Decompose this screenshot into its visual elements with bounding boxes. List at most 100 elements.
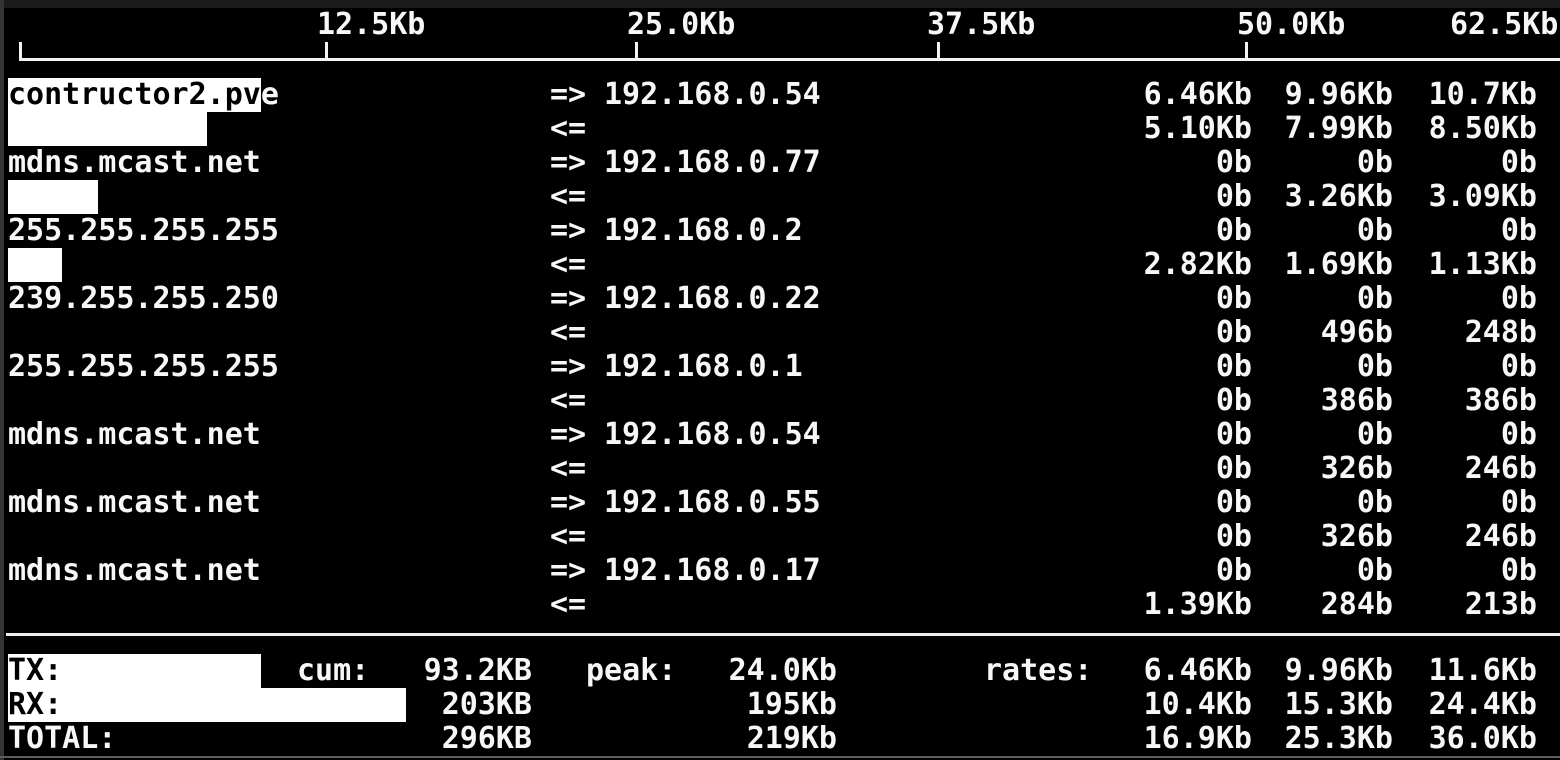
total-rate-40s-avg: 36.0Kb (1428, 721, 1537, 756)
remote-host: 192.168.0.54 (604, 417, 821, 452)
rate-2s-avg: 0b (1215, 179, 1252, 214)
window-bottom-edge (0, 756, 1560, 758)
rate-40s-avg: 246b (1464, 451, 1537, 486)
rate-40s-avg: 1.13Kb (1428, 247, 1537, 282)
local-host: mdns.mcast.net (8, 417, 261, 452)
connection-row: mdns.mcast.net => 192.168.0.17 0b 0b 0b (0, 554, 1560, 588)
total-label: TOTAL: (8, 721, 117, 756)
tx-bar (8, 654, 261, 688)
rate-2s-avg: 2.82Kb (1143, 247, 1252, 282)
rate-40s-avg: 10.7Kb (1428, 77, 1537, 112)
local-host: 255.255.255.255 (8, 213, 279, 248)
rate-40s-avg: 0b (1500, 417, 1537, 452)
peak-label: peak: (586, 653, 677, 688)
direction-arrow: => (550, 349, 587, 384)
connection-row: 239.255.255.250 => 192.168.0.22 0b 0b 0b (0, 282, 1560, 316)
rate-10s-avg: 386b (1320, 383, 1393, 418)
rate-40s-avg: 246b (1464, 519, 1537, 554)
rate-10s-avg: 1.69Kb (1284, 247, 1393, 282)
tx-rate-40s-avg: 11.6Kb (1428, 653, 1537, 688)
scale-tick (937, 42, 940, 61)
direction-arrow: <= (550, 179, 587, 214)
scale-label: 37.5Kb (927, 7, 1036, 42)
rate-2s-avg: 0b (1215, 485, 1252, 520)
rate-10s-avg: 0b (1356, 281, 1393, 316)
tx-cum-value: 93.2KB (423, 653, 532, 688)
scale-label: 50.0Kb (1237, 7, 1346, 42)
connection-row: mdns.mcast.net => 192.168.0.77 0b 0b 0b (0, 146, 1560, 180)
rate-10s-avg: 0b (1356, 213, 1393, 248)
rate-10s-avg: 7.99Kb (1284, 111, 1393, 146)
rate-2s-avg: 0b (1215, 417, 1252, 452)
window-top-edge (0, 0, 1560, 8)
direction-arrow: => (550, 213, 587, 248)
footer-separator (6, 633, 1560, 636)
remote-host: 192.168.0.55 (604, 485, 821, 520)
direction-arrow: => (550, 281, 587, 316)
connection-row: <= 2.82Kb 1.69Kb 1.13Kb (0, 248, 1560, 282)
rate-40s-avg: 3.09Kb (1428, 179, 1537, 214)
rates-label: rates: (984, 653, 1093, 688)
scale-label: 62.5Kb (1450, 7, 1559, 42)
direction-arrow: <= (550, 383, 587, 418)
direction-arrow: <= (550, 451, 587, 486)
local-host: mdns.mcast.net (8, 553, 261, 588)
rate-2s-avg: 6.46Kb (1143, 77, 1252, 112)
rate-2s-avg: 5.10Kb (1143, 111, 1252, 146)
rate-40s-avg: 0b (1500, 485, 1537, 520)
rx-bar (8, 688, 406, 722)
direction-arrow: => (550, 145, 587, 180)
footer-total-row: TOTAL: 296KB 219Kb 16.9Kb 25.3Kb 36.0Kb (0, 722, 1560, 756)
rate-10s-avg: 3.26Kb (1284, 179, 1393, 214)
rate-2s-avg: 0b (1215, 451, 1252, 486)
remote-host: 192.168.0.1 (604, 349, 803, 384)
rate-2s-avg: 0b (1215, 349, 1252, 384)
rx-rate-40s-avg: 24.4Kb (1428, 687, 1537, 722)
rate-40s-avg: 0b (1500, 553, 1537, 588)
rx-rate-2s-avg: 10.4Kb (1143, 687, 1252, 722)
rx-peak-value: 195Kb (746, 687, 837, 722)
scale-tick (635, 42, 638, 61)
rate-10s-avg: 9.96Kb (1284, 77, 1393, 112)
direction-arrow: => (550, 553, 587, 588)
direction-arrow: => (550, 417, 587, 452)
remote-host: 192.168.0.54 (604, 77, 821, 112)
connection-row: <= 0b 3.26Kb 3.09Kb (0, 180, 1560, 214)
connection-row: <= 5.10Kb 7.99Kb 8.50Kb (0, 112, 1560, 146)
connection-row: mdns.mcast.net => 192.168.0.55 0b 0b 0b (0, 486, 1560, 520)
rate-2s-avg: 0b (1215, 519, 1252, 554)
connection-row: contructor2.pve => 192.168.0.54 6.46Kb 9.96K… (0, 78, 1560, 112)
total-cum-value: 296KB (441, 721, 532, 756)
local-host: contructor2.pve (8, 77, 279, 112)
rx-rate-10s-avg: 15.3Kb (1284, 687, 1393, 722)
traffic-bar-highlight: contructor2.pv (8, 77, 261, 112)
traffic-bar (8, 248, 63, 282)
direction-arrow: <= (550, 111, 587, 146)
tx-label: TX: (8, 653, 63, 688)
direction-arrow: <= (550, 587, 587, 622)
rate-2s-avg: 0b (1215, 145, 1252, 180)
local-host: 239.255.255.250 (8, 281, 279, 316)
rate-40s-avg: 8.50Kb (1428, 111, 1537, 146)
rate-10s-avg: 326b (1320, 451, 1393, 486)
rate-10s-avg: 0b (1356, 485, 1393, 520)
rate-10s-avg: 0b (1356, 417, 1393, 452)
remote-host: 192.168.0.77 (604, 145, 821, 180)
connection-row: <= 0b 496b 248b (0, 316, 1560, 350)
rx-cum-value: 203KB (441, 687, 532, 722)
rate-40s-avg: 0b (1500, 349, 1537, 384)
total-rate-2s-avg: 16.9Kb (1143, 721, 1252, 756)
rate-40s-avg: 213b (1464, 587, 1537, 622)
rate-10s-avg: 284b (1320, 587, 1393, 622)
rate-40s-avg: 0b (1500, 213, 1537, 248)
connection-row: <= 1.39Kb 284b 213b (0, 588, 1560, 622)
direction-arrow: <= (550, 315, 587, 350)
local-host: mdns.mcast.net (8, 485, 261, 520)
local-host: 255.255.255.255 (8, 349, 279, 384)
rate-2s-avg: 0b (1215, 383, 1252, 418)
total-rate-10s-avg: 25.3Kb (1284, 721, 1393, 756)
tx-rate-10s-avg: 9.96Kb (1284, 653, 1393, 688)
rate-40s-avg: 248b (1464, 315, 1537, 350)
rate-10s-avg: 326b (1320, 519, 1393, 554)
direction-arrow: => (550, 77, 587, 112)
